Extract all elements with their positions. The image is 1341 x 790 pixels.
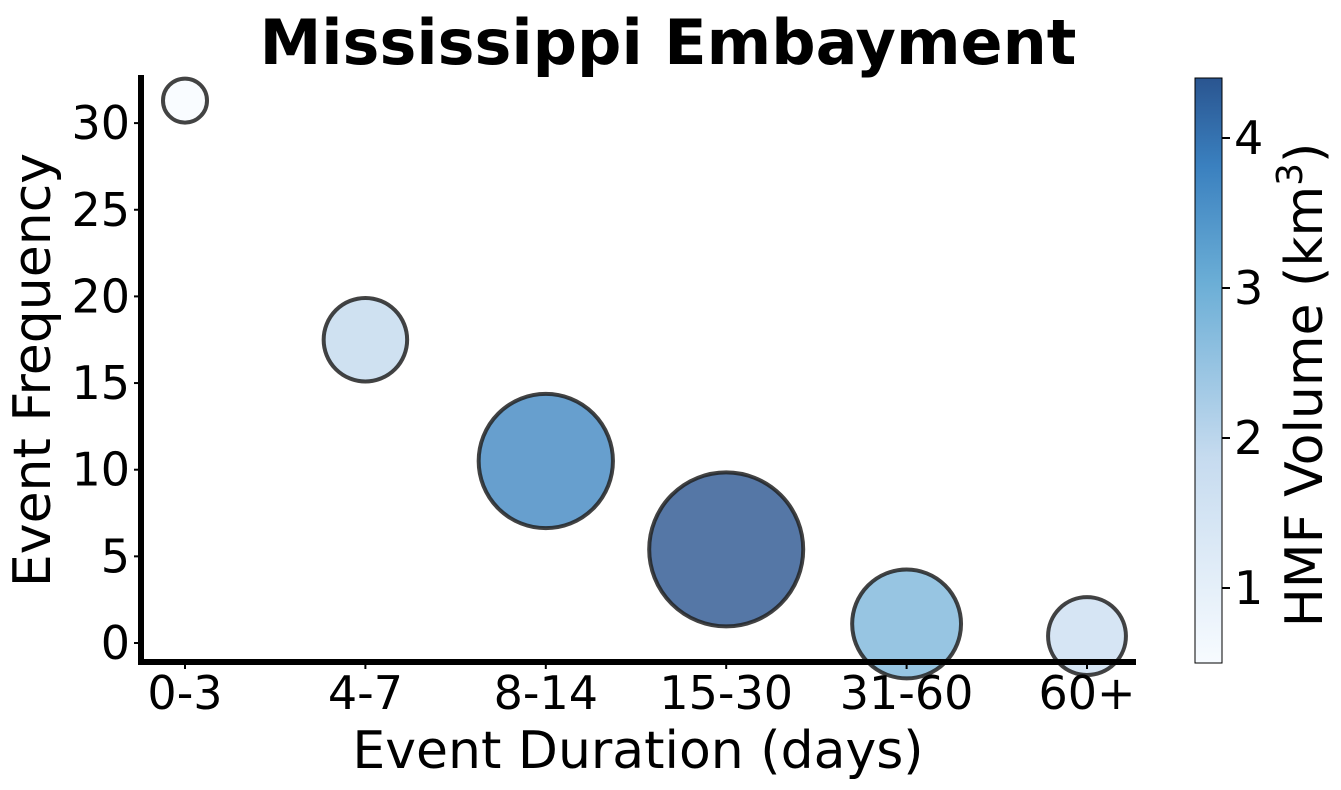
x-axis-ticks: 0-3 4-7 8-14 15-30 31-60 60+: [147, 662, 1136, 720]
bubble-0-3: [161, 76, 209, 125]
y-tick-label: 30: [71, 96, 130, 150]
y-tick-label: 5: [101, 529, 130, 583]
colorbar-tick-label: 2: [1234, 411, 1263, 465]
y-tick-label: 10: [71, 443, 130, 497]
colorbar-tick-label: 3: [1234, 261, 1263, 315]
x-axis-label: Event Duration (days): [352, 721, 923, 781]
x-tick-label: 4-7: [328, 666, 403, 720]
y-tick-label: 0: [101, 616, 130, 670]
y-tick-label: 25: [71, 183, 130, 237]
colorbar-gradient: [1194, 77, 1223, 664]
bubble-4-7: [321, 295, 410, 384]
x-tick-label: 8-14: [494, 666, 598, 720]
bubble-31-60: [850, 567, 964, 681]
y-tick-label: 15: [71, 356, 130, 410]
x-tick-label: 15-30: [659, 666, 793, 720]
colorbar-tick-label: 1: [1234, 561, 1263, 615]
x-tick-label: 60+: [1038, 666, 1135, 720]
chart-title: Mississippi Embayment: [260, 6, 1077, 79]
bubble-60+: [1046, 595, 1128, 677]
plot-area: [161, 76, 1128, 681]
bubble-15-30: [647, 470, 806, 629]
colorbar: 1 2 3 4 HMF Volume (km3): [1194, 77, 1335, 664]
x-tick-label: 0-3: [147, 666, 222, 720]
bubble-8-14: [476, 391, 615, 531]
x-tick-label: 31-60: [840, 666, 974, 720]
colorbar-ticks: 1 2 3 4: [1222, 111, 1263, 615]
y-tick-label: 20: [71, 269, 130, 323]
y-axis-ticks: 0 5 10 15 20 25 30: [71, 96, 141, 670]
colorbar-label: HMF Volume (km3): [1270, 143, 1335, 628]
y-axis-label: Event Frequency: [3, 153, 63, 587]
colorbar-tick-label: 4: [1234, 111, 1263, 165]
